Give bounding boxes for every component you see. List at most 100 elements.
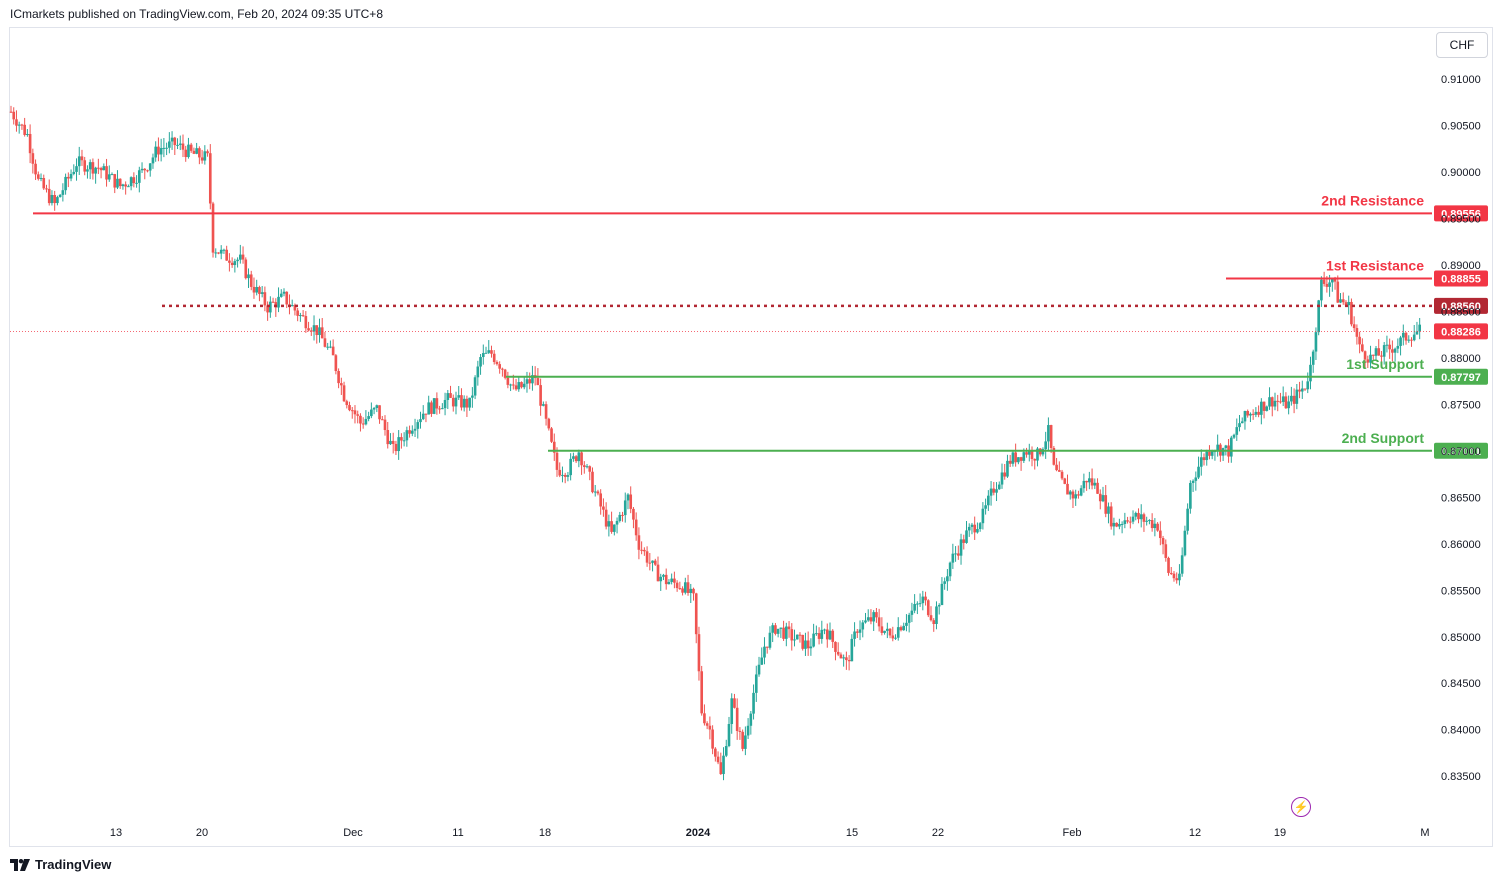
candle-body <box>1260 401 1263 415</box>
candle-body <box>503 369 507 378</box>
candle-body <box>67 176 70 179</box>
candle-body <box>692 588 695 594</box>
candle-body <box>64 176 67 191</box>
candle-body <box>88 162 92 170</box>
candle-body <box>883 630 886 633</box>
candle-body <box>714 748 717 757</box>
candle-body <box>151 157 155 164</box>
candle-body <box>370 409 373 417</box>
candle-body <box>146 170 149 172</box>
candle-body <box>965 530 968 543</box>
candle-body <box>520 382 523 388</box>
candle-body <box>547 418 551 429</box>
candle-body <box>1161 538 1165 545</box>
candle-body <box>1216 444 1219 452</box>
candle-body <box>501 368 504 370</box>
candle-body <box>323 338 327 347</box>
candle-body <box>1287 401 1290 409</box>
candle-body <box>1033 458 1037 461</box>
x-tick-label: 15 <box>846 827 858 839</box>
candle-body <box>735 707 739 731</box>
candle-body <box>664 574 668 585</box>
candle-body <box>348 405 351 411</box>
candle-body <box>787 626 791 630</box>
candle-body <box>733 698 736 708</box>
candle-body <box>910 610 914 615</box>
candle-body <box>451 397 455 407</box>
candle-body <box>211 203 215 253</box>
candle-body <box>675 582 679 589</box>
candle-body <box>820 629 824 639</box>
candle-body <box>258 287 261 294</box>
candle-body <box>1361 344 1364 352</box>
candle-body <box>1232 434 1236 438</box>
candle-body <box>279 293 283 297</box>
candle-body <box>834 641 837 652</box>
candle-body <box>1022 452 1026 461</box>
currency-button[interactable]: CHF <box>1436 32 1488 58</box>
candle-body <box>1391 349 1394 353</box>
candle-body <box>894 637 897 639</box>
candle-body <box>476 366 480 378</box>
candle-body <box>864 620 867 623</box>
candle-body <box>1137 512 1140 520</box>
candle-body <box>293 305 297 311</box>
candle-body <box>329 346 332 348</box>
candle-body <box>271 301 275 303</box>
candle-body <box>1298 389 1301 392</box>
candle-body <box>886 628 889 631</box>
candle-body <box>299 315 302 317</box>
candle-body <box>222 249 226 251</box>
candle-body <box>23 124 26 135</box>
candle-body <box>1311 351 1315 365</box>
candle-body <box>441 408 444 410</box>
candle-body <box>842 657 845 659</box>
candle-body <box>528 379 532 384</box>
candle-body <box>1118 524 1121 527</box>
candle-body <box>552 441 556 453</box>
candle-body <box>1273 400 1277 407</box>
candle-body <box>454 397 458 407</box>
tradingview-brand[interactable]: TradingView <box>10 857 111 872</box>
candle-body <box>727 724 731 747</box>
candle-body <box>1071 491 1075 499</box>
candle-body <box>1150 520 1154 529</box>
candle-body <box>681 588 684 593</box>
y-tick-label: 0.84500 <box>1441 678 1481 690</box>
candle-body <box>12 111 16 120</box>
candle-body <box>50 195 54 204</box>
candle-body <box>1202 457 1206 461</box>
candle-body <box>1085 480 1088 483</box>
candle-body <box>1320 279 1323 301</box>
candle-body <box>1328 282 1331 287</box>
candle-body <box>1079 488 1083 496</box>
candle-body <box>836 651 840 655</box>
candle-body <box>1153 523 1157 529</box>
candle-body <box>1369 354 1372 363</box>
candle-body <box>539 385 542 406</box>
candle-body <box>157 146 160 155</box>
candle-body <box>342 385 346 402</box>
candle-body <box>662 574 665 577</box>
y-tick-label: 0.84000 <box>1441 725 1481 737</box>
candle-body <box>304 316 308 329</box>
candle-body <box>1333 279 1337 282</box>
candle-body <box>700 671 704 714</box>
level-price-label: 0.87797 <box>1441 372 1481 384</box>
y-tick-label: 0.83500 <box>1441 771 1481 783</box>
candle-body <box>951 553 955 563</box>
candle-body <box>995 489 998 493</box>
candle-body <box>1366 359 1370 363</box>
candle-body <box>266 305 269 313</box>
candle-body <box>1295 389 1299 404</box>
candle-body <box>498 364 501 369</box>
lightning-icon[interactable]: ⚡ <box>1291 797 1311 817</box>
candle-body <box>809 646 813 649</box>
candle-body <box>187 144 190 158</box>
candle-body <box>1178 573 1181 581</box>
candle-body <box>1279 401 1282 403</box>
candle-body <box>1418 324 1421 332</box>
candle-body <box>481 353 485 358</box>
candle-body <box>1325 283 1329 287</box>
